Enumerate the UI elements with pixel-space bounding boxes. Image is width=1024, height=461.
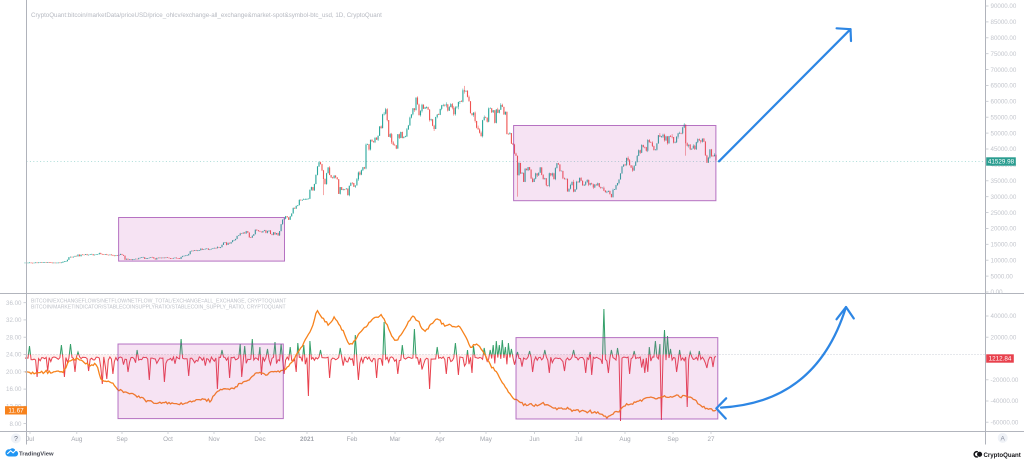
svg-text:45000.00: 45000.00 <box>991 146 1017 153</box>
svg-text:Nov: Nov <box>208 436 220 443</box>
svg-text:Jul: Jul <box>574 436 582 443</box>
svg-text:70000.00: 70000.00 <box>991 67 1017 74</box>
svg-text:90000.00: 90000.00 <box>991 3 1017 10</box>
svg-text:Mar: Mar <box>390 436 401 443</box>
svg-text:16.00: 16.00 <box>6 386 22 393</box>
svg-text:24.00: 24.00 <box>6 352 22 359</box>
svg-text:80000.00: 80000.00 <box>991 35 1017 42</box>
svg-text:55000.00: 55000.00 <box>991 114 1017 121</box>
svg-text:15000.00: 15000.00 <box>991 242 1017 249</box>
svg-text:May: May <box>480 436 493 443</box>
svg-text:2021: 2021 <box>300 436 315 443</box>
svg-text:41529.98: 41529.98 <box>988 159 1015 166</box>
svg-text:-40000.00: -40000.00 <box>991 398 1019 405</box>
svg-text:5000.00: 5000.00 <box>991 273 1014 280</box>
svg-text:20000.00: 20000.00 <box>991 226 1017 233</box>
svg-text:27: 27 <box>707 436 715 443</box>
svg-text:Dec: Dec <box>254 436 265 443</box>
svg-text:36.00: 36.00 <box>6 300 22 307</box>
svg-text:30000.00: 30000.00 <box>991 194 1017 201</box>
svg-text:10000.00: 10000.00 <box>991 257 1017 264</box>
svg-text:Aug: Aug <box>71 436 83 443</box>
svg-text:40000.00: 40000.00 <box>991 313 1017 320</box>
svg-text:Jul: Jul <box>26 436 34 443</box>
svg-text:50000.00: 50000.00 <box>991 130 1017 137</box>
svg-text:35000.00: 35000.00 <box>991 178 1017 185</box>
svg-text:20.00: 20.00 <box>6 369 22 376</box>
svg-text:20000.00: 20000.00 <box>991 334 1017 341</box>
svg-text:11.67: 11.67 <box>8 408 24 415</box>
svg-text:25000.00: 25000.00 <box>991 210 1017 217</box>
svg-text:0.00: 0.00 <box>991 289 1004 296</box>
svg-text:75000.00: 75000.00 <box>991 51 1017 58</box>
svg-text:85000.00: 85000.00 <box>991 19 1017 26</box>
svg-text:CryptoQuant: CryptoQuant <box>984 452 1021 459</box>
svg-text:1212.84: 1212.84 <box>989 356 1012 363</box>
svg-text:-60000.00: -60000.00 <box>991 419 1019 426</box>
svg-text:60000.00: 60000.00 <box>991 99 1017 106</box>
svg-text:CryptoQuant:bitcoin/marketData: CryptoQuant:bitcoin/marketData/priceUSD/… <box>31 12 382 19</box>
svg-text:28.00: 28.00 <box>6 334 22 341</box>
svg-text:8.00: 8.00 <box>9 421 22 428</box>
svg-text:Aug: Aug <box>619 436 631 443</box>
svg-text:Oct: Oct <box>163 436 173 443</box>
svg-text:Sep: Sep <box>116 436 128 443</box>
svg-text:Sep: Sep <box>667 436 679 443</box>
svg-text:A: A <box>1001 435 1006 442</box>
svg-text:Apr: Apr <box>435 436 445 443</box>
svg-text:BITCOIN/EXCHANGEFLOWS/NETFLOW/: BITCOIN/EXCHANGEFLOWS/NETFLOW/NETFLOW_TO… <box>31 299 286 305</box>
svg-text:BITCOIN/MARKETINDICATOR/STABLE: BITCOIN/MARKETINDICATOR/STABLECOINSUPPLY… <box>31 305 286 311</box>
svg-text:-20000.00: -20000.00 <box>991 377 1019 384</box>
svg-text:65000.00: 65000.00 <box>991 83 1017 90</box>
svg-text:Jun: Jun <box>529 436 540 443</box>
svg-text:32.00: 32.00 <box>6 317 22 324</box>
svg-text:?: ? <box>14 436 18 443</box>
svg-text:Feb: Feb <box>347 436 358 443</box>
svg-text:TradingView: TradingView <box>19 451 54 457</box>
